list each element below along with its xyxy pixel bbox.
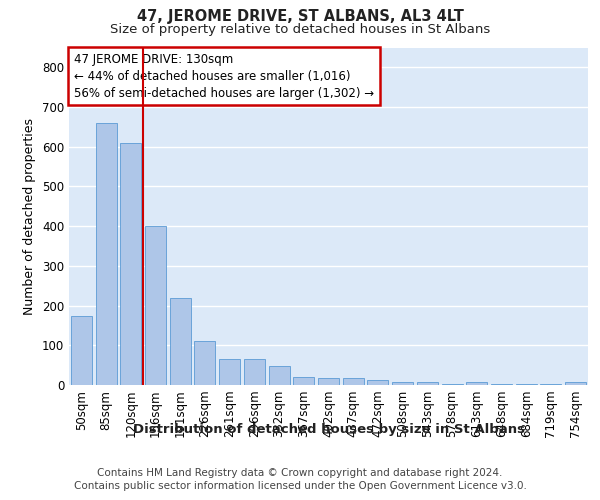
Bar xyxy=(367,380,388,385)
Text: Distribution of detached houses by size in St Albans: Distribution of detached houses by size … xyxy=(133,422,525,436)
Text: 47 JEROME DRIVE: 130sqm
← 44% of detached houses are smaller (1,016)
56% of semi: 47 JEROME DRIVE: 130sqm ← 44% of detache… xyxy=(74,52,374,100)
Bar xyxy=(145,226,166,385)
Text: Size of property relative to detached houses in St Albans: Size of property relative to detached ho… xyxy=(110,22,490,36)
Text: Contains public sector information licensed under the Open Government Licence v3: Contains public sector information licen… xyxy=(74,481,526,491)
Text: Contains HM Land Registry data © Crown copyright and database right 2024.: Contains HM Land Registry data © Crown c… xyxy=(97,468,503,477)
Bar xyxy=(442,384,463,385)
Bar xyxy=(392,382,413,385)
Bar xyxy=(417,382,438,385)
Bar xyxy=(318,378,339,385)
Bar xyxy=(120,143,141,385)
Bar xyxy=(491,384,512,385)
Bar xyxy=(293,377,314,385)
Y-axis label: Number of detached properties: Number of detached properties xyxy=(23,118,37,315)
Bar xyxy=(194,342,215,385)
Bar xyxy=(71,316,92,385)
Text: 47, JEROME DRIVE, ST ALBANS, AL3 4LT: 47, JEROME DRIVE, ST ALBANS, AL3 4LT xyxy=(137,9,463,24)
Bar xyxy=(244,359,265,385)
Bar xyxy=(170,298,191,385)
Bar xyxy=(466,382,487,385)
Bar xyxy=(269,366,290,385)
Bar xyxy=(95,123,116,385)
Bar xyxy=(565,382,586,385)
Bar xyxy=(541,384,562,385)
Bar xyxy=(219,359,240,385)
Bar xyxy=(516,384,537,385)
Bar xyxy=(343,378,364,385)
